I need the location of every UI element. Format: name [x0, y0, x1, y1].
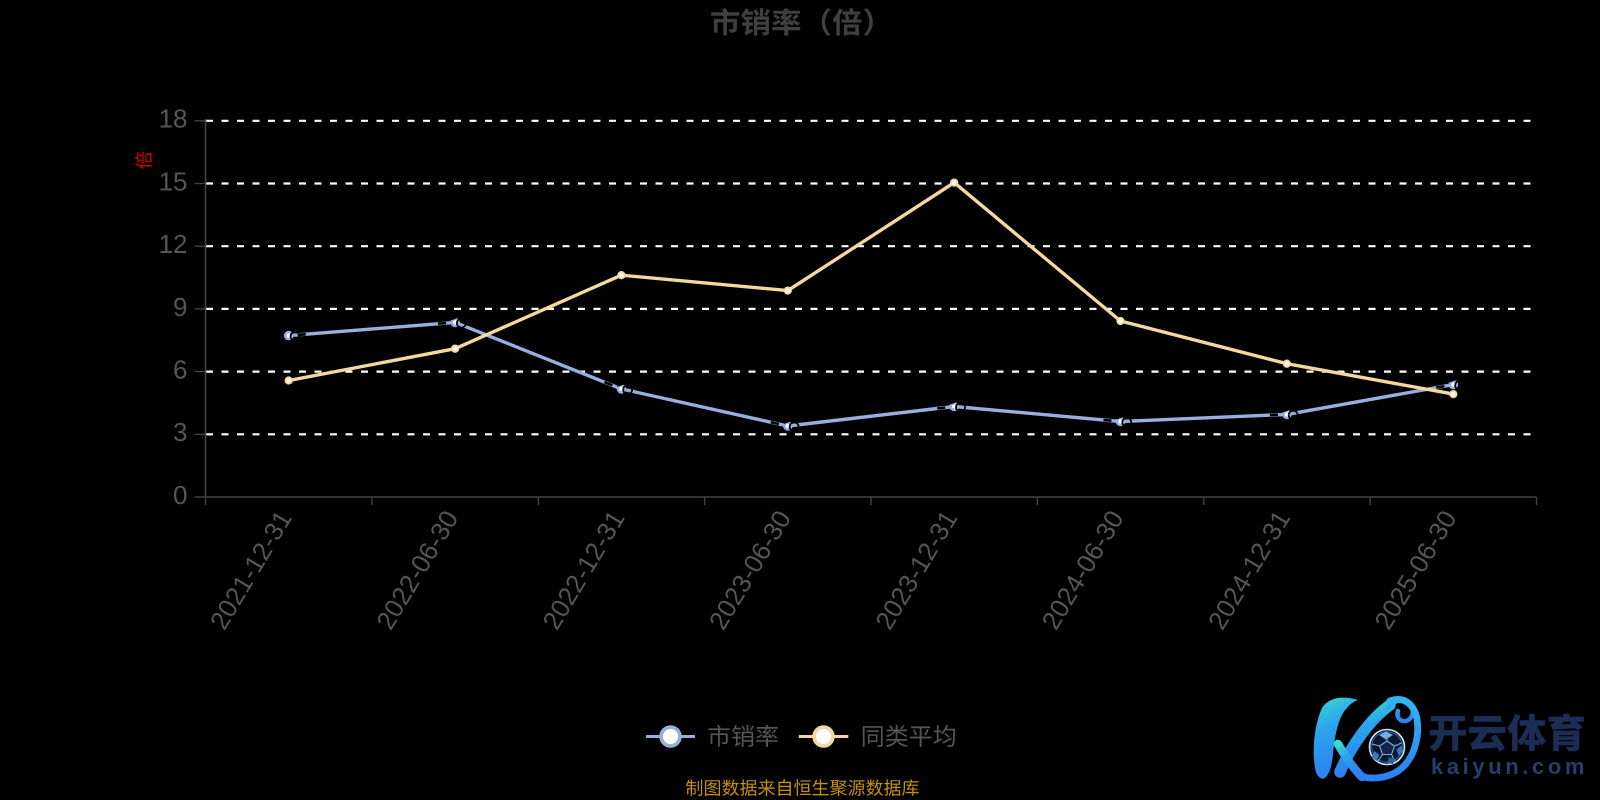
svg-text:9: 9: [173, 292, 187, 322]
svg-text:kaiyun.com: kaiyun.com: [1431, 754, 1588, 779]
svg-text:12: 12: [159, 229, 188, 259]
svg-text:18: 18: [159, 104, 188, 134]
svg-text:6: 6: [173, 355, 187, 385]
svg-text:3: 3: [173, 417, 187, 447]
svg-text:0: 0: [173, 480, 187, 510]
svg-text:15: 15: [159, 166, 188, 196]
